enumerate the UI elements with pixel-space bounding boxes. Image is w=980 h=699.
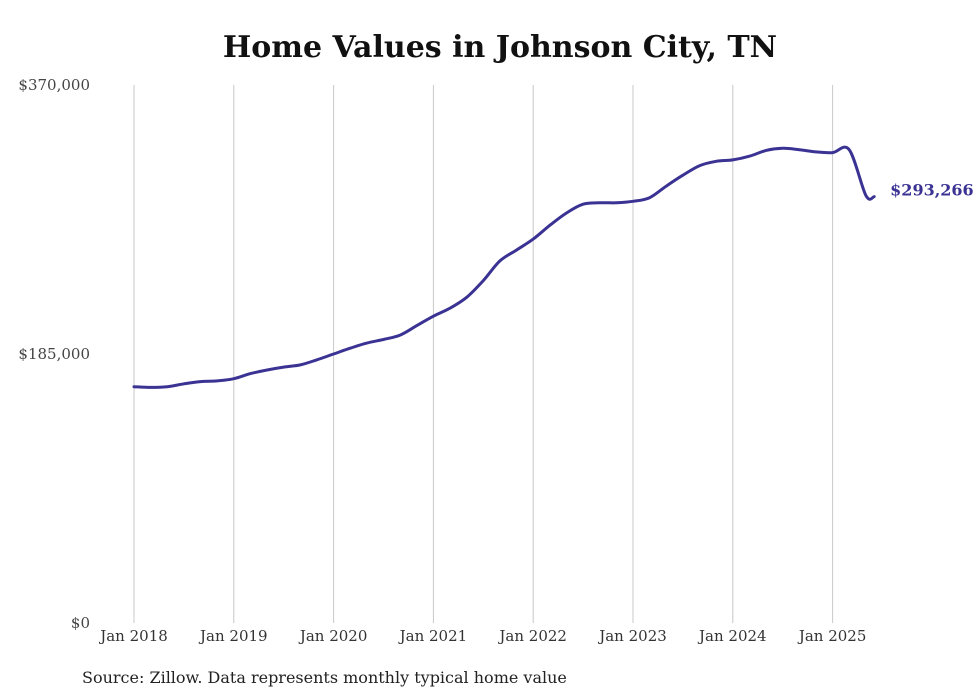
source-note: Source: Zillow. Data represents monthly …	[82, 668, 567, 687]
end-value-label: $293,266	[890, 181, 974, 200]
x-tick-label: Jan 2019	[198, 627, 268, 645]
x-tick-label: Jan 2025	[797, 627, 867, 645]
y-tick-label: $370,000	[18, 76, 90, 94]
x-tick-label: Jan 2024	[697, 627, 767, 645]
y-axis-ticks: $0 $185,000 $370,000	[18, 76, 90, 632]
x-tick-label: Jan 2021	[398, 627, 468, 645]
y-tick-label: $185,000	[18, 345, 90, 363]
x-axis-ticks: Jan 2018 Jan 2019 Jan 2020 Jan 2021 Jan 2022…	[98, 627, 866, 645]
x-tick-label: Jan 2023	[597, 627, 667, 645]
series-line	[132, 145, 876, 389]
x-tick-label: Jan 2022	[497, 627, 567, 645]
chart-title: Home Values in Johnson City, TN	[222, 30, 778, 65]
x-tick-label: Jan 2018	[98, 627, 168, 645]
grid-lines	[133, 85, 834, 623]
x-tick-label: Jan 2020	[298, 627, 368, 645]
y-tick-label: $0	[71, 614, 90, 632]
